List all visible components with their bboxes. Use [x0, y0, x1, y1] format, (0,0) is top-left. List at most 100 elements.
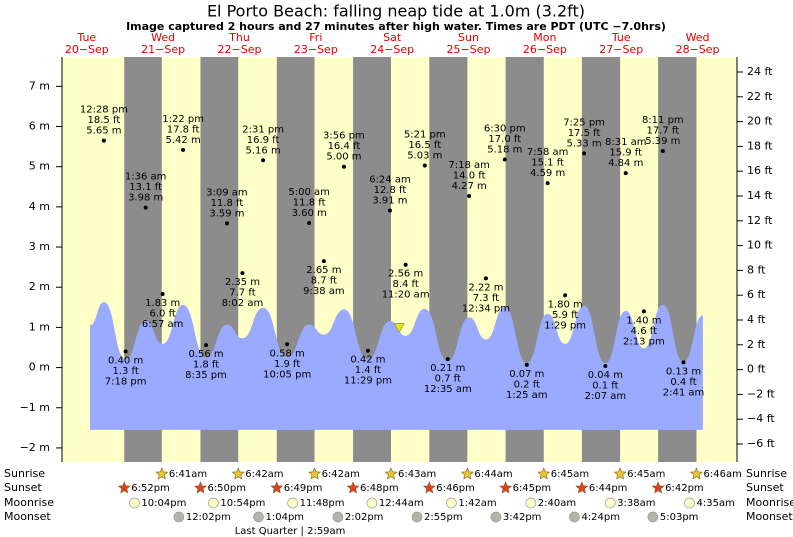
sunset-icon [575, 481, 589, 494]
extreme-value-label: 5.16 m [246, 145, 281, 156]
extreme-feet: 13.1 ft [129, 182, 162, 193]
extreme-time: 1:29 pm [544, 320, 586, 331]
sunrise-time: 6:41am [169, 469, 207, 480]
sunrise-time: 6:42am [245, 469, 283, 480]
extreme-point [261, 158, 266, 163]
extreme-value-label: 5.03 m [407, 150, 442, 161]
extreme-point [660, 149, 665, 154]
day-weekday: Fri [309, 31, 322, 44]
y-tick-label: −2 m [20, 441, 50, 454]
y-tick-label: 4 m [29, 200, 50, 213]
sunset-icon [270, 481, 284, 494]
extreme-feet: 0.2 ft [514, 379, 540, 390]
extreme-point [445, 357, 450, 362]
sunset-time: 6:44pm [589, 483, 628, 494]
extreme-feet: 16.5 ft [408, 140, 441, 151]
y2-tick-label: 14 ft [747, 189, 773, 202]
extreme-time: 3:09 am [206, 187, 248, 198]
extreme-point [623, 171, 628, 176]
extreme-value-label: 2.35 m [225, 277, 260, 288]
row-label: Sunrise [746, 467, 787, 480]
sunrise-icon [690, 467, 703, 480]
moon-phase: Last Quarter | 2:59am [235, 526, 346, 537]
extreme-point [285, 342, 290, 347]
extreme-value-label: 2.56 m [388, 269, 423, 280]
row-label: Moonset [4, 510, 51, 523]
extreme-feet: 17.0 ft [488, 134, 521, 145]
y2-tick-label: 22 ft [747, 90, 773, 103]
moonset-icon [411, 511, 423, 523]
moonset-icon [569, 511, 580, 523]
moonrise-icon [129, 497, 140, 509]
moonset-time: 3:42pm [503, 512, 542, 523]
extreme-point [422, 163, 427, 168]
extreme-point [307, 220, 312, 225]
extreme-value-label: 5.18 m [487, 144, 522, 155]
extreme-value-label: 0.58 m [270, 348, 305, 359]
day-date: 24−Sep [370, 43, 414, 56]
extreme-value-label: 0.42 m [350, 355, 385, 366]
sunrise-time: 6:45am [627, 469, 665, 480]
extreme-value-label: 4.84 m [608, 158, 643, 169]
extreme-value-label: 5.00 m [326, 152, 361, 163]
sunset-time: 6:46pm [436, 483, 475, 494]
sunset-time: 6:50pm [207, 483, 246, 494]
y-tick-label: 0 m [29, 361, 50, 374]
moonset-time: 1:04pm [265, 512, 304, 523]
sunrise-time: 6:45am [551, 469, 589, 480]
day-date: 21−Sep [141, 43, 185, 56]
extreme-time: 12:28 pm [80, 105, 128, 116]
extreme-time: 8:35 pm [185, 370, 227, 381]
moonset-icon [647, 511, 659, 523]
extreme-point [563, 293, 568, 298]
now-marker [393, 323, 405, 334]
day-weekday: Tue [76, 31, 96, 44]
extreme-value-label: 5.33 m [566, 138, 601, 149]
extreme-feet: 5.9 ft [552, 310, 578, 321]
moonset-icon [490, 511, 502, 523]
sunrise-icon [231, 467, 245, 480]
moonset-time: 4:24pm [581, 512, 620, 523]
sunset-time: 6:48pm [360, 483, 399, 494]
extreme-time: 5:00 am [288, 187, 330, 198]
moonrise-icon [208, 497, 219, 509]
y2-tick-label: 16 ft [747, 164, 773, 177]
moonset-time: 12:02pm [186, 512, 231, 523]
extreme-time: 2:41 am [663, 387, 705, 398]
extreme-point [582, 151, 587, 156]
sunrise-time: 6:44am [474, 469, 512, 480]
extreme-feet: 11.8 ft [211, 198, 244, 209]
extreme-feet: 11.8 ft [293, 197, 326, 208]
extreme-point [143, 205, 148, 210]
moonrise-time: 12:44am [379, 498, 424, 509]
extreme-value-label: 1.40 m [626, 315, 661, 326]
y2-tick-label: 24 ft [747, 65, 773, 78]
extreme-point [483, 276, 488, 281]
extreme-point [321, 259, 326, 264]
extreme-feet: 12.8 ft [374, 185, 407, 196]
y2-tick-label: 18 ft [747, 139, 773, 152]
extreme-point [181, 147, 186, 152]
extreme-value-label: 1.83 m [145, 298, 180, 309]
y2-tick-label: 10 ft [747, 239, 773, 252]
row-label: Moonrise [4, 496, 54, 509]
tide-area [89, 302, 703, 430]
sunrise-time: 6:42am [322, 469, 360, 480]
extreme-point [502, 157, 507, 162]
moonrise-icon [604, 497, 616, 509]
extreme-value-label: 3.91 m [372, 195, 407, 206]
extreme-point [240, 271, 245, 276]
extreme-feet: 0.1 ft [592, 380, 618, 391]
extreme-feet: 1.9 ft [274, 359, 300, 370]
extreme-feet: 15.1 ft [531, 158, 564, 169]
extreme-point [341, 164, 346, 169]
extreme-point [524, 362, 529, 367]
extreme-time: 2:07 am [585, 391, 627, 402]
extreme-time: 6:30 pm [484, 123, 526, 134]
extreme-feet: 0.4 ft [670, 377, 696, 388]
moonrise-time: 1:42am [458, 498, 496, 509]
moonrise-icon [525, 497, 537, 509]
extreme-feet: 1.4 ft [355, 365, 381, 376]
day-weekday: Thu [228, 31, 250, 44]
